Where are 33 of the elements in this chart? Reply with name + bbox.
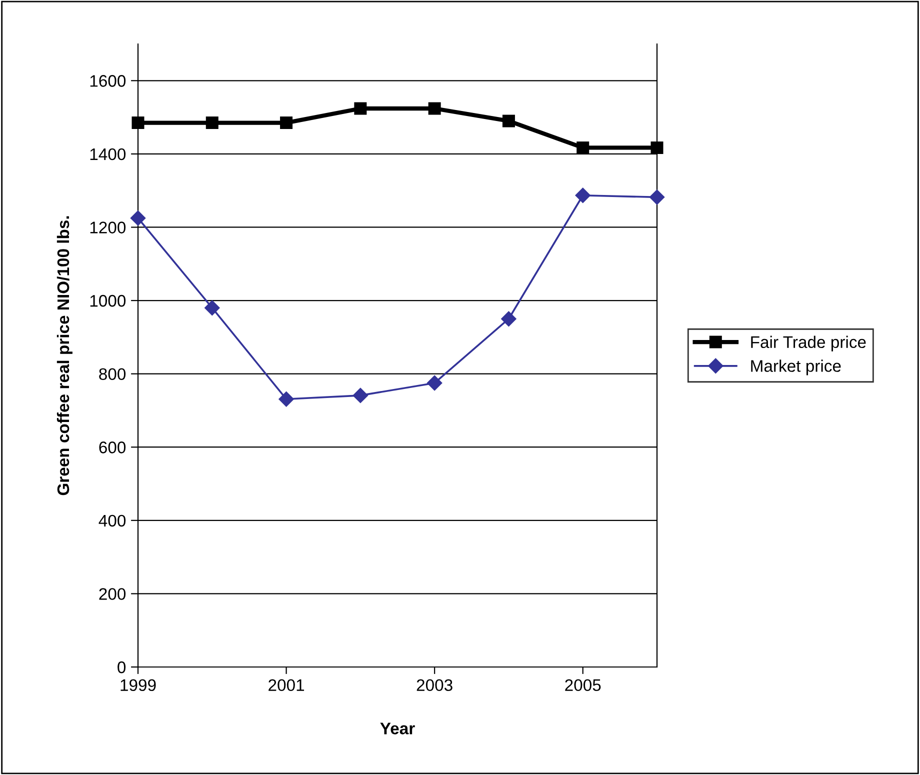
point — [502, 114, 515, 128]
legend-label: Fair Trade price — [751, 336, 866, 352]
point — [501, 311, 516, 326]
y-axis-title: Green coffee real price NIO/100 lbs. — [56, 216, 72, 496]
point — [649, 190, 665, 205]
y-tick-label: 1000 — [90, 294, 126, 307]
y-tick-label: 0 — [118, 661, 126, 674]
point — [575, 188, 590, 203]
point — [650, 141, 664, 154]
y-tick-label: 1600 — [90, 75, 126, 87]
x-tick-label: 2005 — [565, 679, 601, 692]
y-tick-label: 1400 — [90, 148, 126, 160]
y-tick-label: 1200 — [90, 222, 126, 234]
point — [428, 102, 441, 115]
point — [130, 210, 146, 226]
x-axis-title: Year — [380, 722, 415, 734]
x-tick-label: 2001 — [268, 679, 304, 692]
y-tick-label: 400 — [98, 514, 126, 527]
x-tick-label: 1999 — [120, 679, 156, 692]
point — [132, 116, 144, 130]
y-tick-label: 200 — [99, 588, 126, 600]
point — [576, 141, 590, 154]
point — [278, 392, 294, 407]
point — [280, 116, 293, 130]
y-tick-label: 800 — [99, 368, 126, 380]
legend-label: Market price — [751, 360, 841, 376]
point — [354, 102, 367, 115]
point — [427, 375, 442, 391]
y-tick-label: 600 — [99, 442, 126, 454]
point — [206, 116, 218, 130]
x-tick-label: 2003 — [416, 679, 452, 692]
point — [204, 300, 220, 316]
point — [352, 388, 368, 404]
